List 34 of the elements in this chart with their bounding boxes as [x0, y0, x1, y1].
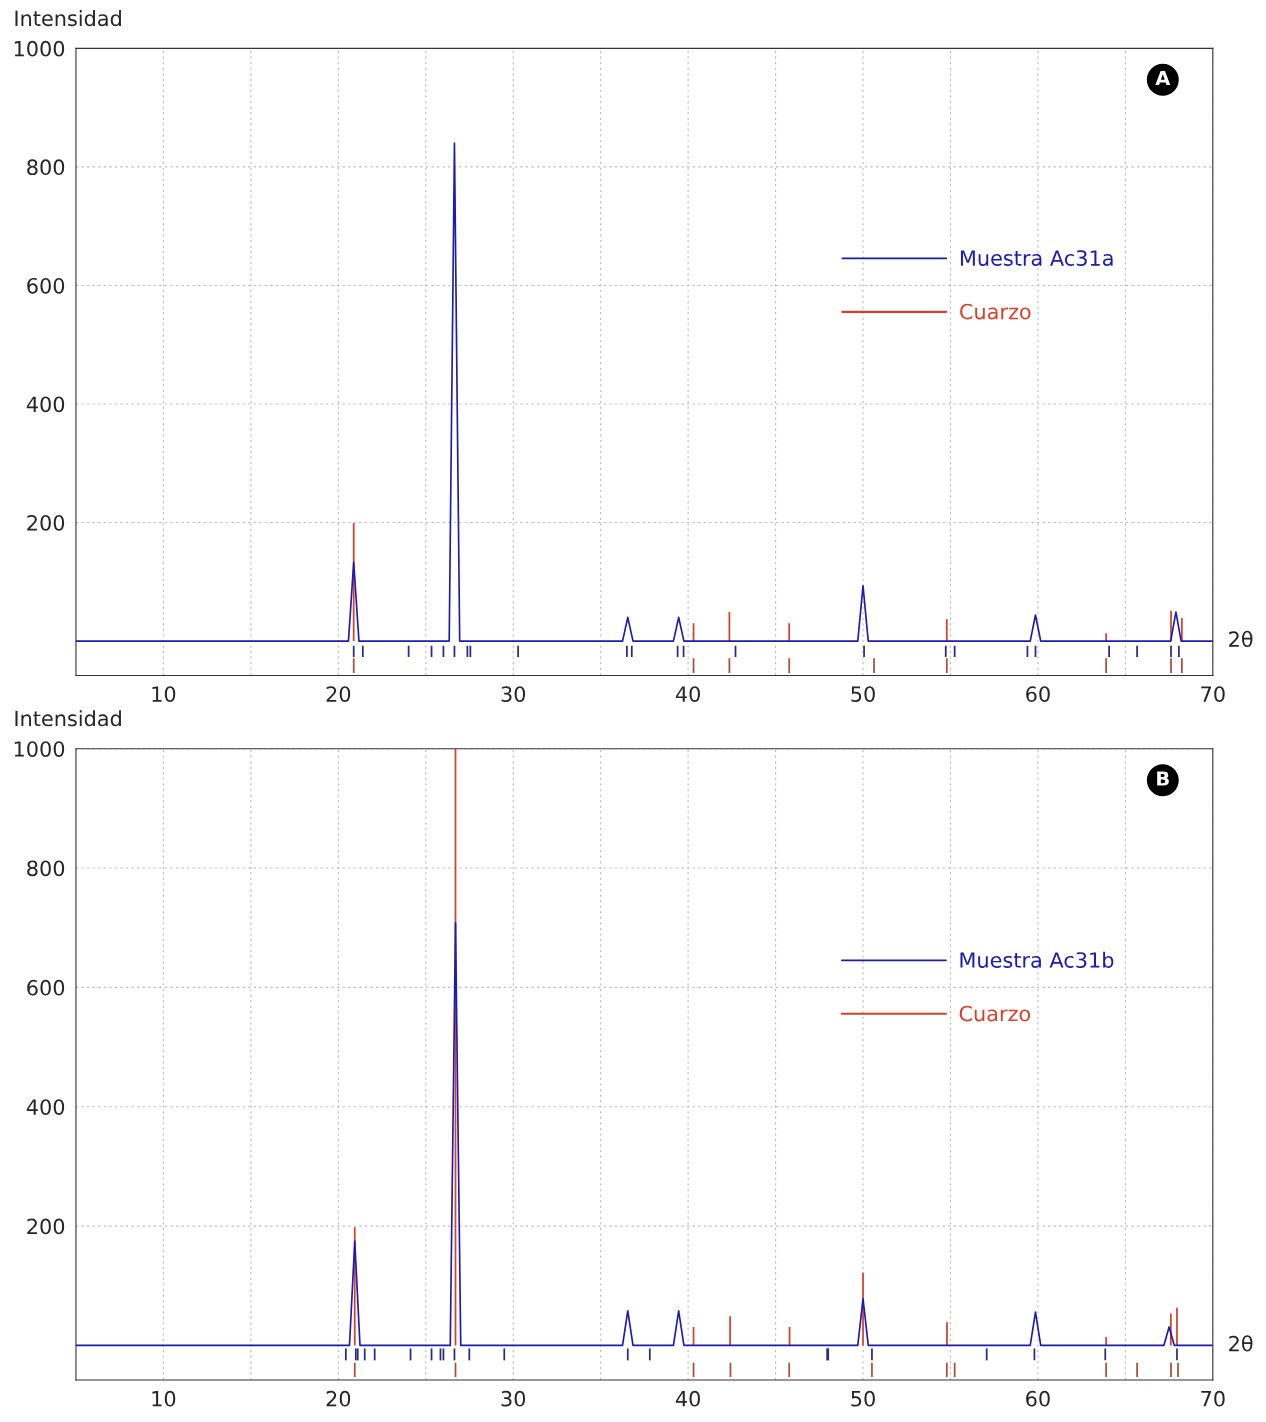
y-tick-label: 800: [27, 860, 65, 877]
x-tick-label: 20: [326, 1390, 351, 1407]
y-tick-label: 600: [27, 277, 65, 294]
text: Cuarzo: [960, 303, 1031, 320]
x-tick-label: 60: [1026, 1390, 1050, 1407]
x-tick-label: 10: [152, 1390, 176, 1407]
text: Muestra Ac31b: [960, 951, 1114, 968]
y-tick-label: 200: [27, 514, 65, 531]
y-tick-label: 400: [26, 396, 65, 413]
x-tick-label: 70: [1201, 1390, 1225, 1407]
text: Muestra Ac31a: [960, 250, 1113, 266]
x-tick-label: 60: [1026, 686, 1050, 702]
annotation: A: [1155, 70, 1171, 86]
y-tick-label: 200: [27, 1218, 65, 1235]
x-tick-label: 30: [501, 686, 526, 702]
x-tick-label: 50: [851, 1390, 875, 1407]
y-tick-label: 1000: [14, 741, 65, 757]
text: Cuarzo: [959, 1005, 1031, 1022]
x-axis-title: 2θ: [1229, 630, 1253, 648]
x-tick-label: 20: [326, 686, 351, 702]
y-axis-title: Intensidad: [15, 710, 121, 727]
x-tick-label: 50: [851, 686, 875, 702]
x-tick-label: 40: [675, 1390, 700, 1407]
x-tick-label: 40: [675, 686, 700, 702]
y-tick-label: 400: [26, 1099, 65, 1115]
x-tick-label: 10: [152, 686, 176, 702]
x-axis-title: 2θ: [1229, 1335, 1253, 1352]
x-tick-label: 30: [501, 1390, 526, 1407]
y-tick-label: 800: [27, 159, 65, 176]
x-tick-label: 70: [1201, 686, 1225, 702]
annotation: B: [1157, 771, 1169, 786]
y-axis-title: Intensidad: [15, 10, 121, 27]
y-tick-label: 600: [27, 979, 65, 996]
y-tick-label: 1000: [14, 40, 65, 57]
